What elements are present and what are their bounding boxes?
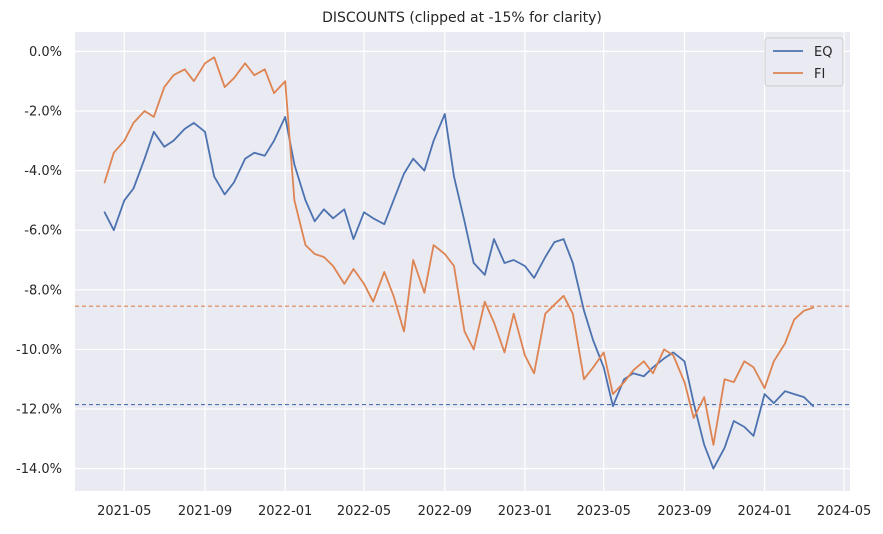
x-axis-ticks: 2021-05 2021-09 2022-01 2022-05 2022-09 2023-… xyxy=(97,504,871,519)
grid-lines xyxy=(75,32,850,491)
legend-box xyxy=(764,37,844,87)
y-tick-label: -14.0% xyxy=(16,462,62,477)
plot-area xyxy=(75,32,850,491)
x-tick-label: 2024-05 xyxy=(817,504,871,519)
y-tick-label: -4.0% xyxy=(24,164,62,179)
y-tick-label: -12.0% xyxy=(16,403,62,418)
x-tick-label: 2023-09 xyxy=(657,504,711,519)
y-axis-ticks: 0.0% -2.0% -4.0% -6.0% -8.0% -10.0% -12.0% -14.… xyxy=(16,45,62,477)
x-tick-label: 2022-05 xyxy=(337,504,391,519)
x-tick-label: 2024-01 xyxy=(737,504,791,519)
legend-label-eq: EQ xyxy=(814,45,832,60)
x-tick-label: 2023-05 xyxy=(577,504,631,519)
chart-title: DISCOUNTS (clipped at -15% for clarity) xyxy=(322,10,602,26)
y-tick-label: -8.0% xyxy=(24,283,62,298)
x-tick-label: 2021-09 xyxy=(178,504,232,519)
legend-label-fi: FI xyxy=(814,67,825,82)
y-tick-label: -2.0% xyxy=(24,104,62,119)
series-line-eq xyxy=(103,113,815,470)
x-tick-label: 2021-05 xyxy=(97,504,151,519)
x-tick-label: 2023-01 xyxy=(498,504,552,519)
series-line-fi xyxy=(103,56,815,446)
x-tick-label: 2022-01 xyxy=(258,504,312,519)
x-tick-label: 2022-09 xyxy=(418,504,472,519)
y-tick-label: 0.0% xyxy=(29,45,62,60)
legend: EQ FI xyxy=(764,37,844,87)
y-tick-label: -6.0% xyxy=(24,224,62,239)
y-tick-label: -10.0% xyxy=(16,343,62,358)
series-lines xyxy=(103,56,815,470)
